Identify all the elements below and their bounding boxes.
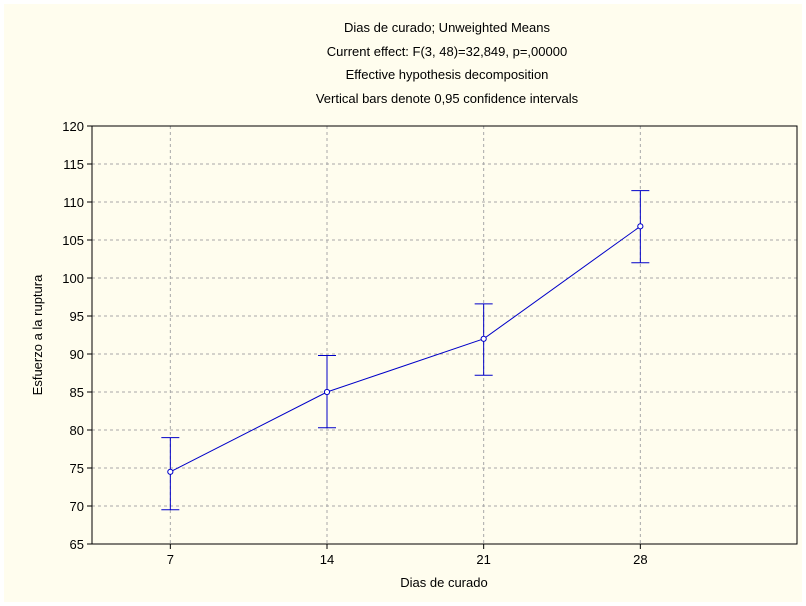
y-tick-label: 65 xyxy=(70,537,84,552)
title-line-1: Dias de curado; Unweighted Means xyxy=(344,20,550,35)
chart-title: Dias de curado; Unweighted Means Current… xyxy=(316,20,579,106)
title-line-3: Effective hypothesis decomposition xyxy=(346,67,549,82)
data-point xyxy=(167,468,174,475)
y-tick-label: 90 xyxy=(70,347,84,362)
x-axis: 7 14 21 28 xyxy=(167,544,648,567)
grid xyxy=(92,126,797,544)
x-tick-label: 28 xyxy=(633,552,647,567)
plot-area xyxy=(91,125,798,545)
line-chart: Dias de curado; Unweighted Means Current… xyxy=(30,20,798,590)
y-tick-label: 105 xyxy=(62,233,84,248)
y-tick-label: 70 xyxy=(70,499,84,514)
series-line xyxy=(170,225,641,473)
y-tick-label: 85 xyxy=(70,385,84,400)
chart-panel: Dias de curado; Unweighted Means Current… xyxy=(4,4,802,602)
title-line-2: Current effect: F(3, 48)=32,849, p=,0000… xyxy=(327,44,567,59)
y-axis: 65 70 75 80 85 90 95 100 105 110 115 120 xyxy=(62,119,92,552)
data-point xyxy=(637,223,644,230)
x-tick-label: 14 xyxy=(320,552,334,567)
x-axis-label: Dias de curado xyxy=(400,575,487,590)
y-tick-label: 75 xyxy=(70,461,84,476)
y-tick-label: 100 xyxy=(62,271,84,286)
data-point xyxy=(480,335,487,342)
y-axis-label: Esfuerzo a la ruptura xyxy=(30,274,45,395)
x-tick-label: 7 xyxy=(167,552,174,567)
y-tick-label: 115 xyxy=(63,157,84,172)
series-mean xyxy=(161,190,650,511)
y-tick-label: 120 xyxy=(62,119,84,134)
x-tick-label: 21 xyxy=(476,552,490,567)
y-tick-label: 80 xyxy=(70,423,84,438)
data-point xyxy=(323,388,331,396)
y-tick-label: 110 xyxy=(63,195,84,210)
y-tick-label: 95 xyxy=(70,309,84,324)
title-line-4: Vertical bars denote 0,95 confidence int… xyxy=(316,91,579,106)
